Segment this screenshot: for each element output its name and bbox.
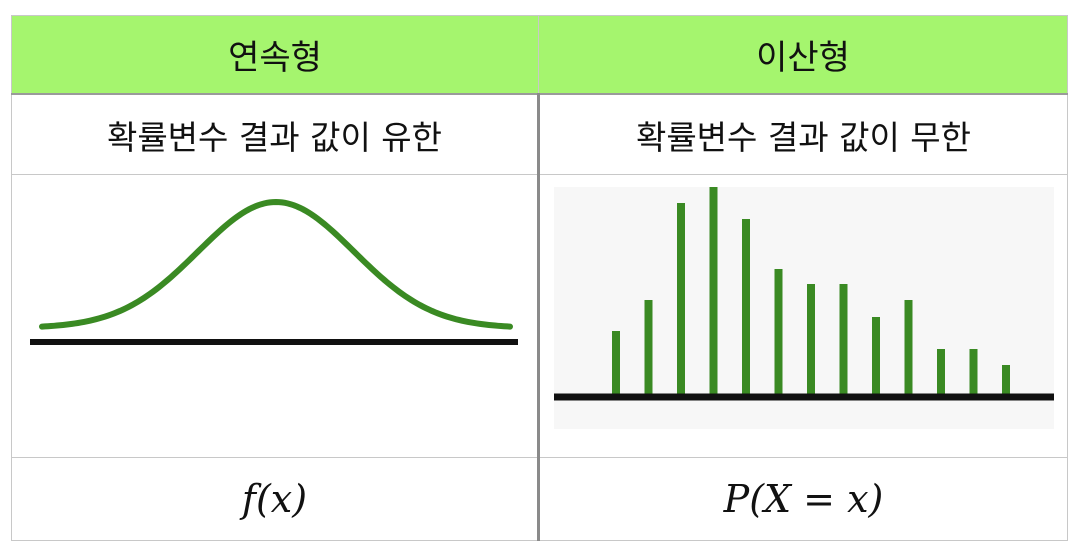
probability-bar: [904, 300, 913, 397]
description-row: 확률변수 결과 값이 유한 확률변수 결과 값이 무한: [11, 93, 1068, 175]
probability-bar: [612, 331, 620, 397]
description-discrete: 확률변수 결과 값이 무한: [537, 93, 1068, 175]
formula-row: f(x) P(X = x): [11, 457, 1068, 541]
graph-row: [11, 174, 1068, 458]
discrete-distribution-graph: [554, 187, 1054, 429]
graph-cell-discrete: [537, 174, 1068, 458]
continuous-distribution-graph: [30, 198, 518, 345]
graph-cell-continuous: [11, 174, 539, 458]
probability-bar: [807, 284, 815, 397]
graph-background: [554, 187, 1054, 429]
density-curve: [39, 198, 513, 330]
probability-bar: [872, 317, 880, 397]
probability-bar: [839, 284, 848, 397]
probability-bar: [677, 203, 685, 397]
description-continuous: 확률변수 결과 값이 유한: [11, 93, 539, 175]
formula-discrete: P(X = x): [537, 457, 1068, 541]
formula-continuous: f(x): [11, 457, 539, 541]
header-row: 연속형 이산형: [11, 15, 1068, 95]
comparison-table: 연속형 이산형 확률변수 결과 값이 유한 확률변수 결과 값이 무한 f(x)…: [11, 15, 1068, 541]
probability-bar: [644, 300, 653, 397]
probability-bars: [612, 187, 1010, 397]
probability-bar: [709, 187, 718, 397]
probability-bar: [1002, 365, 1010, 397]
probability-bar: [742, 219, 750, 397]
probability-bar: [774, 269, 783, 397]
header-discrete: 이산형: [538, 15, 1068, 95]
header-continuous: 연속형: [11, 15, 539, 95]
probability-bar: [969, 349, 978, 397]
probability-bar: [937, 349, 945, 397]
